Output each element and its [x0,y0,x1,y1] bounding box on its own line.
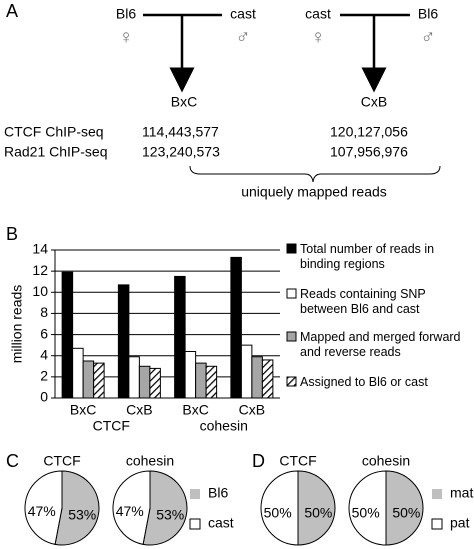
bar [82,360,95,399]
x-tick-label: CxB [239,402,265,418]
legend-label: pat [450,515,470,531]
bar [184,350,197,399]
bar [240,344,253,399]
x-tick-label: BxC [70,402,96,418]
brace [189,165,441,183]
offspring: CxB [361,94,387,110]
bar [251,356,263,399]
row-label: Rad21 ChIP-seq [4,144,108,160]
parent: cast [305,6,331,22]
read-count: 123,240,573 [142,144,220,160]
group-label: cohesin [200,418,248,434]
y-tick-label: 2 [40,368,48,384]
panel-letter: D [252,451,265,471]
brace-label: uniquely mapped reads [241,184,387,200]
y-tick-label: 4 [40,346,48,362]
read-count: 114,443,577 [142,124,219,140]
pie-slice [348,470,387,546]
bar [93,362,105,399]
bar [72,347,84,399]
y-tick-label: 0 [40,389,48,405]
y-tick-label: 14 [32,241,48,257]
legend-swatch [432,489,442,499]
offspring: BxC [171,94,197,110]
legend-label: cast [208,515,234,531]
sex-symbol: ♀ [119,26,134,48]
bar [149,367,161,399]
legend-label: Total number of reads in binding regions [300,242,435,271]
pie-title: CTCF [279,453,316,469]
panel-letter: C [6,451,19,471]
legend-label: Bl6 [208,485,228,501]
bar [230,256,242,399]
legend-swatch [286,376,297,387]
pie-slice [142,470,188,546]
bar [138,365,151,399]
pie-label: 47% [116,503,144,519]
pie-slice [24,470,63,545]
sex-symbol: ♂ [421,26,436,48]
pie-label: 53% [156,507,184,523]
bar [117,284,130,399]
parent: Bl6 [418,6,438,22]
panel-letter: A [6,1,18,21]
sex-symbol: ♂ [236,26,251,48]
pie-title: cohesin [126,453,174,469]
y-tick-label: 6 [40,325,48,341]
legend-swatch [286,243,297,254]
read-count: 120,127,056 [330,124,408,140]
read-count: 107,956,976 [330,144,408,160]
bar [61,271,74,399]
row-label: CTCF ChIP-seq [4,124,104,140]
legend-label: Reads containing SNP between Bl6 and cas… [300,287,426,316]
bar [261,359,274,399]
x-tick-label: BxC [182,402,208,418]
legend-swatch [286,288,297,299]
pie-slice [54,470,100,546]
pie-slice [112,470,151,545]
pie-slice [297,470,336,546]
pie-slice [385,470,424,546]
parent: cast [230,6,256,22]
y-tick-label: 12 [32,262,48,278]
pie-title: CTCF [43,453,80,469]
sex-symbol: ♀ [311,26,326,48]
legend-label: mat [450,485,473,501]
legend-label: Assigned to Bl6 or cast [300,375,428,389]
legend-label: Mapped and merged forward and reverse re… [300,330,461,359]
pie-label: 53% [68,507,96,523]
legend-swatch [286,331,297,342]
x-tick-label: CxB [126,402,152,418]
pie-title: cohesin [362,453,410,469]
legend-swatch [190,489,200,499]
pie-label: 50% [264,505,292,521]
bar [128,356,140,399]
bar [205,365,218,399]
pie-slice [260,470,299,546]
pie-label: 50% [392,505,420,521]
y-axis-label: million reads [9,285,25,364]
group-label: CTCF [93,418,130,434]
parent: Bl6 [116,6,136,22]
pie-label: 50% [304,505,332,521]
legend-swatch [431,518,443,530]
bar [195,362,207,399]
y-tick-label: 8 [40,304,48,320]
panel-letter: B [6,224,18,244]
y-tick-label: 10 [32,283,48,299]
legend-swatch [189,518,201,530]
pie-label: 50% [352,505,380,521]
bar [174,275,186,399]
pie-label: 47% [28,503,56,519]
